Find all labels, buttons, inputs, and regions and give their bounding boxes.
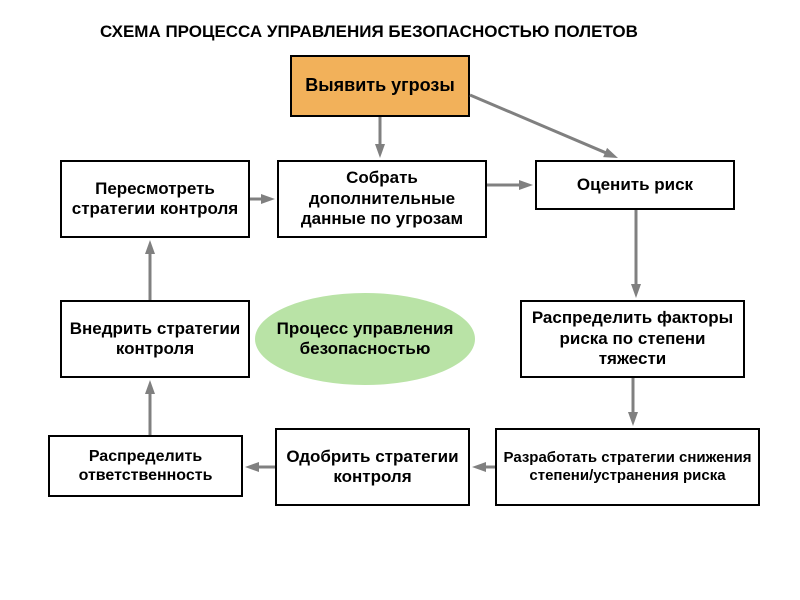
node-collect-data: Собрать дополнительные данные по угрозам (277, 160, 487, 238)
node-implement-strategies: Внедрить стратегии контроля (60, 300, 250, 378)
node-rank-risk: Распределить факторы риска по степени тя… (520, 300, 745, 378)
center-process-label: Процесс управления безопасностью (255, 293, 475, 385)
node-assign-responsibility: Распределить ответственность (48, 435, 243, 497)
node-approve-strategies: Одобрить стратегии контроля (275, 428, 470, 506)
diagram-stage: СХЕМА ПРОЦЕССА УПРАВЛЕНИЯ БЕЗОПАСНОСТЬЮ … (0, 0, 800, 600)
node-assess-risk: Оценить риск (535, 160, 735, 210)
node-identify-threats: Выявить угрозы (290, 55, 470, 117)
node-review-strategies: Пересмотреть стратегии контроля (60, 160, 250, 238)
diagram-title: СХЕМА ПРОЦЕССА УПРАВЛЕНИЯ БЕЗОПАСНОСТЬЮ … (100, 22, 638, 42)
node-develop-strategies: Разработать стратегии снижения степени/у… (495, 428, 760, 506)
